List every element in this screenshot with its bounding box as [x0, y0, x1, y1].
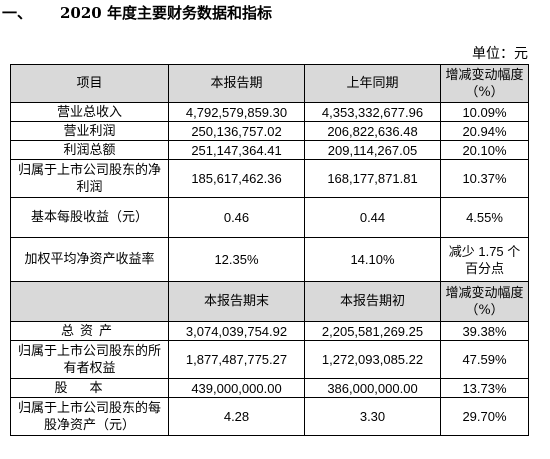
row-current: 12.35%	[168, 237, 305, 282]
row-change: 20.10%	[440, 140, 529, 160]
row-label: 归属于上市公司股东的每股净资产（元）	[10, 397, 169, 436]
row-label: 归属于上市公司股东的所有者权益	[10, 340, 169, 379]
row-current: 4.28	[168, 397, 305, 436]
row-change: 10.37%	[440, 159, 529, 198]
table-row: 利润总额 251,147,364.41 209,114,267.05 20.10…	[10, 140, 529, 160]
row-label: 利润总额	[10, 140, 169, 160]
row-label: 营业总收入	[10, 102, 169, 122]
row-previous: 386,000,000.00	[304, 378, 441, 398]
row-change: 减少 1.75 个百分点	[440, 237, 529, 282]
row-current: 1,877,487,775.27	[168, 340, 305, 379]
header-change: 增减变动幅度（%）	[440, 281, 529, 322]
row-previous: 2,205,581,269.25	[304, 321, 441, 341]
table-row: 归属于上市公司股东的每股净资产（元） 4.28 3.30 29.70%	[10, 397, 529, 436]
row-previous: 14.10%	[304, 237, 441, 282]
section-heading: 一、 2020 年度主要财务数据和指标	[2, 2, 272, 23]
row-change: 29.70%	[440, 397, 529, 436]
row-previous: 1,272,093,085.22	[304, 340, 441, 379]
header-period-end: 本报告期末	[168, 281, 305, 322]
header-blank	[10, 281, 169, 322]
table-row: 股本 439,000,000.00 386,000,000.00 13.73%	[10, 378, 529, 398]
table2-header-row: 本报告期末 本报告期初 增减变动幅度（%）	[10, 281, 529, 322]
row-label: 股本	[10, 378, 169, 398]
row-current: 250,136,757.02	[168, 121, 305, 141]
table-row: 总资产 3,074,039,754.92 2,205,581,269.25 39…	[10, 321, 529, 341]
unit-label: 单位：元	[472, 46, 528, 62]
table-row: 加权平均净资产收益率 12.35% 14.10% 减少 1.75 个百分点	[10, 237, 529, 282]
table-row: 基本每股收益（元） 0.46 0.44 4.55%	[10, 197, 529, 238]
row-current: 251,147,364.41	[168, 140, 305, 160]
header-prior-period: 上年同期	[304, 64, 441, 103]
row-label: 总资产	[10, 321, 169, 341]
header-current-period: 本报告期	[168, 64, 305, 103]
row-previous: 4,353,332,677.96	[304, 102, 441, 122]
row-previous: 209,114,267.05	[304, 140, 441, 160]
header-period-start: 本报告期初	[304, 281, 441, 322]
row-previous: 0.44	[304, 197, 441, 238]
financial-table: 项目 本报告期 上年同期 增减变动幅度（%） 营业总收入 4,792,579,8…	[10, 64, 529, 436]
row-change: 13.73%	[440, 378, 529, 398]
row-label: 营业利润	[10, 121, 169, 141]
header-change: 增减变动幅度（%）	[440, 64, 529, 103]
row-change: 39.38%	[440, 321, 529, 341]
row-change: 4.55%	[440, 197, 529, 238]
row-label: 加权平均净资产收益率	[10, 237, 169, 282]
row-current: 0.46	[168, 197, 305, 238]
row-change: 47.59%	[440, 340, 529, 379]
row-change: 20.94%	[440, 121, 529, 141]
row-current: 4,792,579,859.30	[168, 102, 305, 122]
row-previous: 3.30	[304, 397, 441, 436]
row-label: 归属于上市公司股东的净利润	[10, 159, 169, 198]
row-change: 10.09%	[440, 102, 529, 122]
row-previous: 168,177,871.81	[304, 159, 441, 198]
row-current: 185,617,462.36	[168, 159, 305, 198]
row-previous: 206,822,636.48	[304, 121, 441, 141]
row-current: 439,000,000.00	[168, 378, 305, 398]
section-index: 一、	[2, 4, 33, 22]
table-row: 营业总收入 4,792,579,859.30 4,353,332,677.96 …	[10, 102, 529, 122]
table-row: 营业利润 250,136,757.02 206,822,636.48 20.94…	[10, 121, 529, 141]
section-title: 2020 年度主要财务数据和指标	[60, 4, 272, 22]
table1-header-row: 项目 本报告期 上年同期 增减变动幅度（%）	[10, 64, 529, 103]
table-row: 归属于上市公司股东的净利润 185,617,462.36 168,177,871…	[10, 159, 529, 198]
table-row: 归属于上市公司股东的所有者权益 1,877,487,775.27 1,272,0…	[10, 340, 529, 379]
row-label: 基本每股收益（元）	[10, 197, 169, 238]
header-item: 项目	[10, 64, 169, 103]
row-current: 3,074,039,754.92	[168, 321, 305, 341]
